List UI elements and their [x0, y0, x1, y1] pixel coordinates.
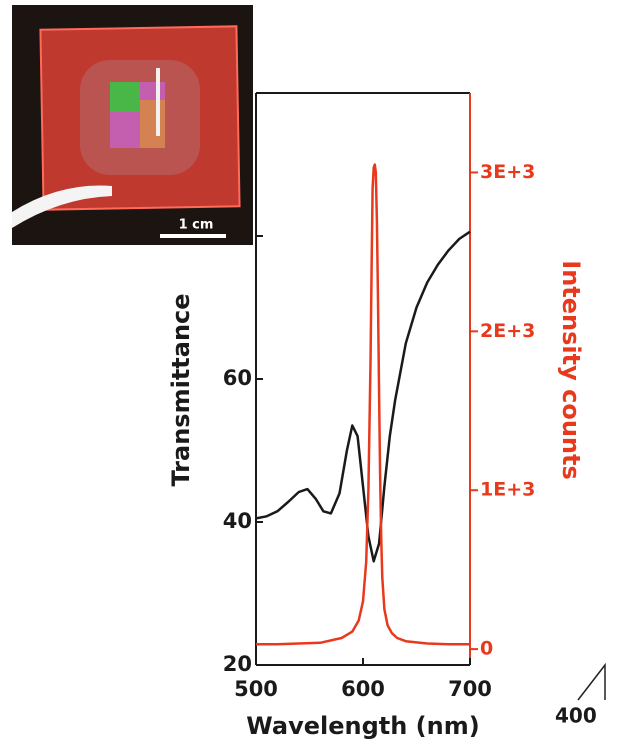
y2-tick-label: 0 [480, 638, 493, 660]
y-tick-label: 40 [223, 509, 252, 533]
x-tick-label: 600 [341, 677, 385, 701]
y-tick-label: 60 [223, 366, 252, 390]
film-orange [140, 100, 165, 148]
probe [156, 68, 160, 136]
film-green [110, 82, 140, 112]
y2-axis-label: Intensity counts [557, 260, 585, 479]
tweezer [12, 185, 112, 228]
scale-bar [160, 234, 226, 238]
series-line [255, 230, 471, 563]
fragment-shape [577, 662, 606, 701]
fragment-label: 400 [555, 704, 597, 728]
y-axis-label: Transmittance [167, 293, 195, 486]
y-tick-label: 20 [223, 652, 252, 676]
y2-tick-label: 2E+3 [480, 320, 535, 342]
scale-label: 1 cm [179, 218, 214, 233]
inset-photo: 1 cm [12, 5, 253, 245]
y2-tick-label: 3E+3 [480, 161, 535, 183]
x-axis-label: Wavelength (nm) [246, 712, 479, 740]
x-tick-label: 700 [448, 677, 492, 701]
x-tick-label: 500 [234, 677, 278, 701]
series-line [256, 163, 470, 646]
y2-tick-label: 1E+3 [480, 479, 535, 501]
